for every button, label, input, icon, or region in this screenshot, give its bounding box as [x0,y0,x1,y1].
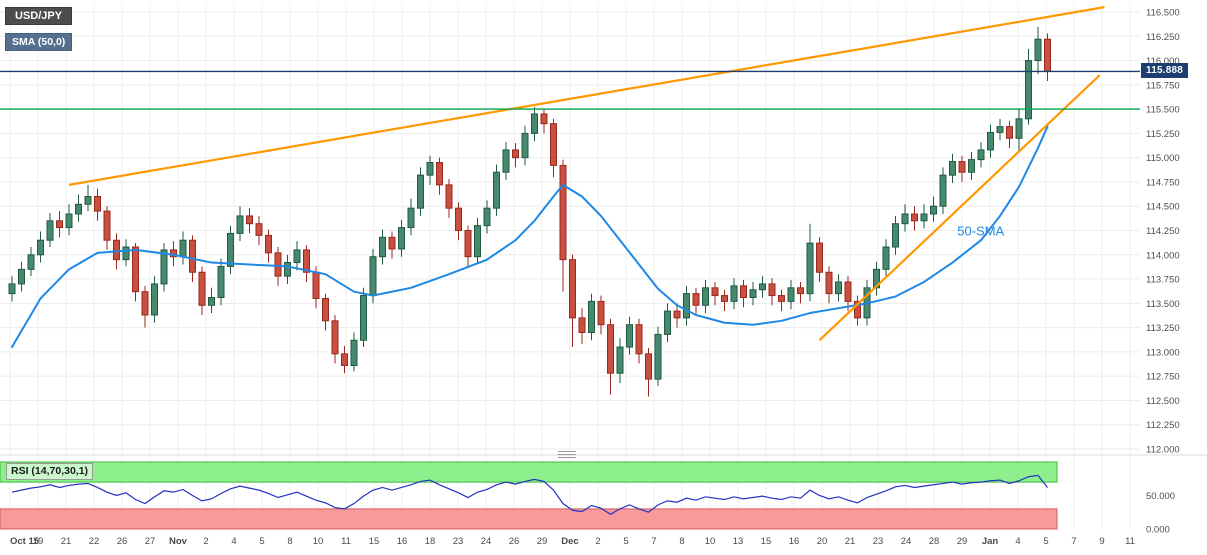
y-axis-labels: 116.500 116.250 116.000 115.750 115.500 115.2… [1146,8,1180,456]
svg-text:112.500: 112.500 [1146,396,1180,407]
svg-text:28: 28 [929,536,940,547]
svg-text:26: 26 [509,536,520,547]
svg-text:113.000: 113.000 [1146,347,1180,358]
rsi-legend-label: RSI (14,70,30,1) [11,465,89,477]
svg-text:114.500: 114.500 [1146,202,1180,213]
svg-text:26: 26 [117,536,128,547]
candles-layer [8,26,1051,397]
trendline-rising-support[interactable] [818,74,1101,342]
svg-text:5: 5 [259,536,264,547]
svg-text:2: 2 [595,536,600,547]
svg-text:23: 23 [453,536,464,547]
svg-text:113.250: 113.250 [1146,323,1180,334]
svg-text:Jan: Jan [982,536,999,547]
sma-legend-badge[interactable]: SMA (50,0) [5,33,73,51]
svg-text:2: 2 [203,536,208,547]
svg-text:115.500: 115.500 [1146,105,1180,116]
svg-text:7: 7 [651,536,656,547]
trendline-rising-resistance[interactable] [68,6,1105,186]
svg-text:7: 7 [1071,536,1076,547]
svg-text:50-SMA: 50-SMA [957,223,1004,238]
svg-text:50.000: 50.000 [1146,491,1175,502]
svg-text:11: 11 [341,536,351,547]
svg-text:113.750: 113.750 [1146,275,1180,286]
svg-text:29: 29 [957,536,968,547]
svg-text:115.000: 115.000 [1146,153,1180,164]
svg-text:112.750: 112.750 [1146,372,1180,383]
svg-text:18: 18 [425,536,436,547]
svg-text:9: 9 [1099,536,1104,547]
rsi-line [11,474,1048,515]
svg-text:4: 4 [1015,536,1020,547]
svg-text:115.750: 115.750 [1146,80,1180,91]
rsi-oversold-band [0,508,1058,530]
sma-50-line [11,125,1049,349]
svg-text:19: 19 [33,536,44,547]
svg-text:23: 23 [873,536,884,547]
sma-legend-label: SMA (50,0) [12,36,66,48]
svg-text:5: 5 [623,536,628,547]
svg-text:8: 8 [287,536,292,547]
svg-text:115.250: 115.250 [1146,129,1180,140]
svg-text:116.000: 116.000 [1146,56,1180,67]
rsi-overbought-band [0,461,1058,483]
svg-text:13: 13 [733,536,744,547]
svg-text:113.500: 113.500 [1146,299,1180,310]
svg-text:21: 21 [61,536,72,547]
svg-text:114.000: 114.000 [1146,250,1180,261]
svg-text:20: 20 [817,536,828,547]
svg-text:15: 15 [761,536,772,547]
svg-text:112.000: 112.000 [1146,445,1180,456]
svg-text:112.250: 112.250 [1146,420,1180,431]
svg-text:116.250: 116.250 [1146,32,1180,43]
svg-text:24: 24 [901,536,912,547]
svg-text:11: 11 [1125,536,1135,547]
panel-resize-grip[interactable] [558,451,576,459]
svg-text:16: 16 [789,536,800,547]
svg-text:10: 10 [705,536,716,547]
svg-text:22: 22 [89,536,100,547]
symbol-label: USD/JPY [15,10,63,22]
svg-text:114.250: 114.250 [1146,226,1180,237]
svg-text:4: 4 [231,536,236,547]
svg-text:29: 29 [537,536,548,547]
svg-text:116.500: 116.500 [1146,8,1180,19]
svg-text:24: 24 [481,536,492,547]
svg-text:Nov: Nov [169,536,188,547]
svg-text:Oct 15: Oct 15 [10,536,40,547]
svg-text:15: 15 [369,536,380,547]
svg-text:0.000: 0.000 [1146,525,1170,536]
svg-text:8: 8 [679,536,684,547]
sma-annotation: 50-SMA [957,223,1004,238]
svg-text:5: 5 [1043,536,1048,547]
svg-text:21: 21 [845,536,856,547]
symbol-badge[interactable]: USD/JPY [5,7,73,25]
current-price-badge: 115.888 [1141,63,1188,79]
svg-text:Dec: Dec [561,536,578,547]
svg-text:16: 16 [397,536,408,547]
svg-text:27: 27 [145,536,156,547]
svg-text:10: 10 [313,536,324,547]
svg-text:114.750: 114.750 [1146,177,1180,188]
rsi-legend-badge[interactable]: RSI (14,70,30,1) [6,463,94,480]
rsi-axis-labels: 50.000 0.000 [1146,491,1175,536]
